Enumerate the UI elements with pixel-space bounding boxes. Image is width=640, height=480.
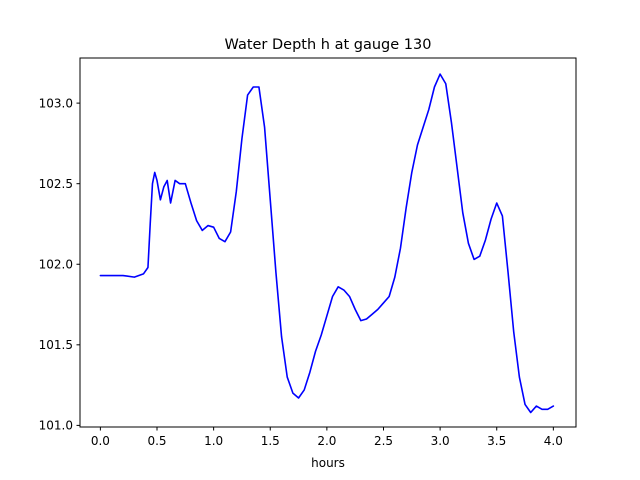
y-tick-label: 103.0 (39, 96, 73, 110)
y-tick-label: 101.5 (39, 338, 73, 352)
x-axis-label: hours (311, 456, 345, 470)
y-axis-ticks: 101.0 101.5 102.0 102.5 103.0 (39, 96, 80, 433)
y-tick-label: 102.5 (39, 177, 73, 191)
plot-area (99, 73, 555, 414)
x-tick-label: 1.0 (204, 434, 223, 448)
x-tick-label: 3.5 (487, 434, 506, 448)
x-tick-label: 0.5 (147, 434, 166, 448)
x-tick-label: 1.5 (261, 434, 280, 448)
x-tick-label: 0.0 (91, 434, 110, 448)
x-tick-label: 4.0 (544, 434, 563, 448)
x-tick-label: 2.5 (374, 434, 393, 448)
y-tick-label: 101.0 (39, 419, 73, 433)
chart-title: Water Depth h at gauge 130 (225, 37, 432, 53)
x-axis-ticks: 0.0 0.5 1.0 1.5 2.0 2.5 3.0 3.5 4.0 (91, 427, 563, 448)
y-tick-label: 102.0 (39, 258, 73, 272)
axes-frame (79, 57, 577, 428)
x-tick-label: 2.0 (317, 434, 336, 448)
series-line-0 (99, 73, 555, 414)
x-tick-label: 3.0 (431, 434, 450, 448)
